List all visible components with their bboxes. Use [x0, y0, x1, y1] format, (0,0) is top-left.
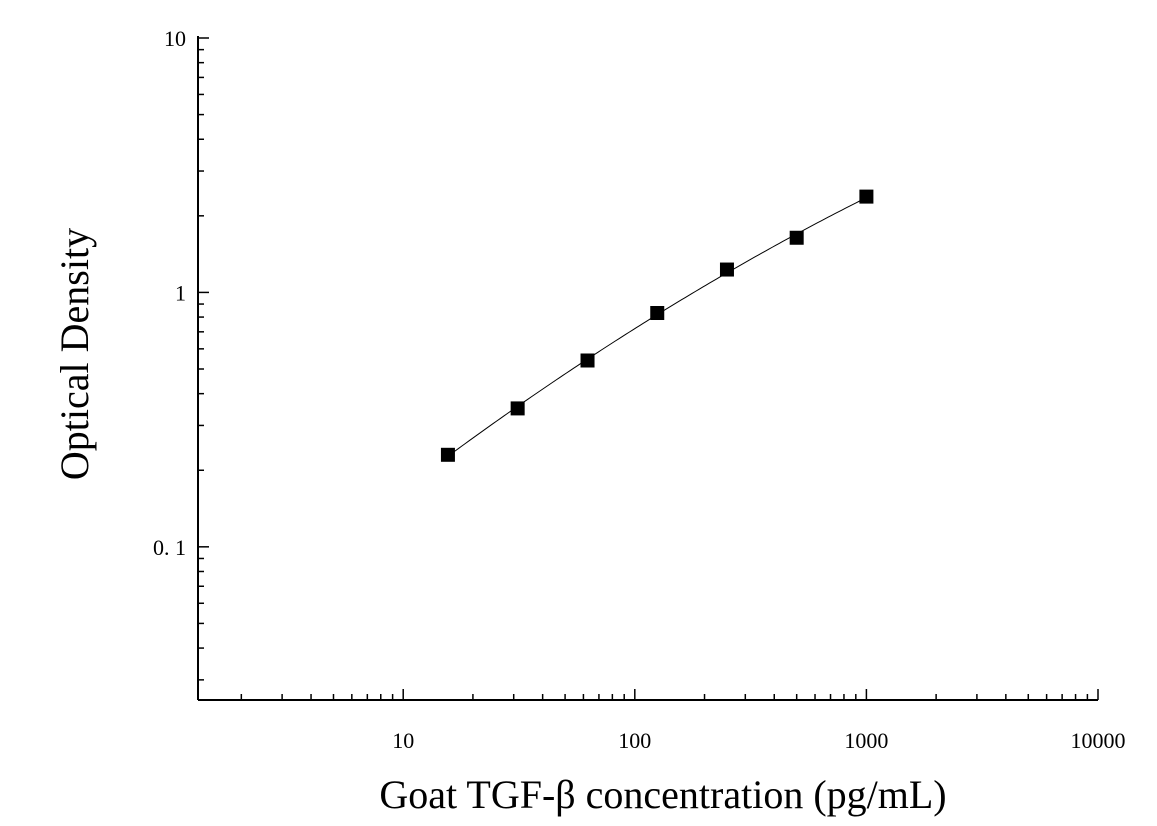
y-tick-label: 0. 1 [153, 535, 186, 560]
x-tick-label: 10 [392, 728, 414, 753]
data-point [580, 353, 595, 368]
data-point [510, 401, 525, 416]
data-points [440, 189, 874, 462]
data-point [719, 262, 734, 277]
x-ticks [240, 689, 1099, 700]
y-tick-label: 1 [175, 280, 186, 305]
x-tick-label: 100 [618, 728, 651, 753]
x-tick-label: 1000 [844, 728, 888, 753]
x-tick-label: 10000 [1071, 728, 1126, 753]
axes [197, 36, 1099, 701]
x-axis-title: Goat TGF-β concentration (pg/mL) [379, 772, 946, 817]
data-point [650, 306, 665, 321]
data-point [440, 447, 455, 462]
y-ticks [198, 37, 209, 681]
data-point [789, 230, 804, 245]
data-point [859, 189, 874, 204]
y-axis-title: Optical Density [52, 228, 97, 480]
y-tick-label: 10 [164, 26, 186, 51]
tick-labels: 10 100 1000 10000 0. 1 1 10 [153, 26, 1126, 753]
